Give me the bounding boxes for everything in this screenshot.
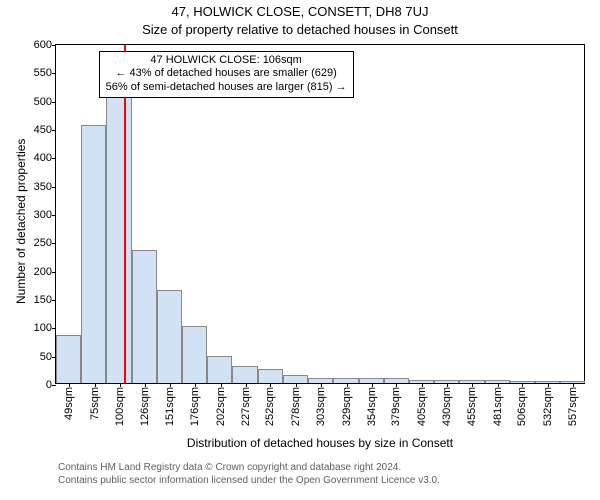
x-tick-label: 379sqm: [390, 387, 402, 426]
y-tick-mark: [52, 102, 56, 103]
histogram-bar: [157, 290, 182, 384]
histogram-bar: [207, 356, 232, 383]
histogram-bar: [81, 125, 106, 383]
x-tick-label: 329sqm: [341, 387, 353, 426]
histogram-bar: [258, 369, 283, 383]
y-tick-mark: [52, 385, 56, 386]
annotation-line: ← 43% of detached houses are smaller (62…: [106, 67, 347, 81]
title-sub: Size of property relative to detached ho…: [0, 22, 600, 37]
y-tick-label: 100: [34, 322, 52, 334]
x-tick-label: 506sqm: [516, 387, 528, 426]
y-tick-mark: [52, 158, 56, 159]
y-tick-label: 300: [34, 209, 52, 221]
x-tick-label: 100sqm: [114, 387, 126, 426]
y-tick-label: 550: [34, 67, 52, 79]
x-tick-label: 430sqm: [441, 387, 453, 426]
x-tick-label: 176sqm: [189, 387, 201, 426]
x-tick-label: 557sqm: [567, 387, 579, 426]
x-tick-label: 354sqm: [366, 387, 378, 426]
y-tick-label: 400: [34, 152, 52, 164]
title-main: 47, HOLWICK CLOSE, CONSETT, DH8 7UJ: [0, 4, 600, 19]
x-tick-label: 75sqm: [89, 387, 101, 420]
x-axis-label: Distribution of detached houses by size …: [55, 436, 585, 450]
y-tick-label: 50: [40, 351, 52, 363]
y-tick-mark: [52, 272, 56, 273]
y-tick-label: 0: [46, 379, 52, 391]
x-tick-label: 455sqm: [466, 387, 478, 426]
y-axis-label: Number of detached properties: [14, 139, 28, 304]
histogram-bar: [232, 366, 257, 383]
y-tick-label: 600: [34, 39, 52, 51]
x-tick-label: 405sqm: [416, 387, 428, 426]
y-tick-label: 150: [34, 294, 52, 306]
histogram-bar: [283, 375, 308, 384]
figure-root: 47, HOLWICK CLOSE, CONSETT, DH8 7UJ Size…: [0, 0, 600, 500]
y-tick-label: 200: [34, 266, 52, 278]
x-tick-label: 532sqm: [542, 387, 554, 426]
y-tick-mark: [52, 300, 56, 301]
y-tick-mark: [52, 45, 56, 46]
x-tick-label: 227sqm: [240, 387, 252, 426]
y-tick-mark: [52, 215, 56, 216]
histogram-bar: [182, 326, 207, 383]
x-tick-label: 151sqm: [164, 387, 176, 426]
y-tick-mark: [52, 73, 56, 74]
annotation-line: 47 HOLWICK CLOSE: 106sqm: [106, 54, 347, 68]
footer-line-1: Contains HM Land Registry data © Crown c…: [58, 462, 401, 473]
x-tick-label: 303sqm: [315, 387, 327, 426]
histogram-bar: [132, 250, 157, 383]
x-tick-label: 278sqm: [290, 387, 302, 426]
x-tick-label: 252sqm: [264, 387, 276, 426]
y-tick-label: 500: [34, 96, 52, 108]
x-tick-label: 202sqm: [215, 387, 227, 426]
footer-line-2: Contains public sector information licen…: [58, 475, 440, 486]
y-tick-mark: [52, 328, 56, 329]
y-tick-mark: [52, 243, 56, 244]
histogram-bar: [56, 335, 81, 383]
annotation-line: 56% of semi-detached houses are larger (…: [106, 81, 347, 95]
y-tick-label: 250: [34, 237, 52, 249]
y-tick-mark: [52, 130, 56, 131]
histogram-bar: [106, 77, 131, 383]
y-tick-label: 450: [34, 124, 52, 136]
annotation-box: 47 HOLWICK CLOSE: 106sqm← 43% of detache…: [99, 51, 354, 98]
x-tick-label: 126sqm: [139, 387, 151, 426]
x-tick-label: 49sqm: [63, 387, 75, 420]
x-tick-label: 481sqm: [492, 387, 504, 426]
y-tick-label: 350: [34, 181, 52, 193]
chart-plot-area: 05010015020025030035040045050055060049sq…: [55, 44, 585, 384]
y-tick-mark: [52, 187, 56, 188]
